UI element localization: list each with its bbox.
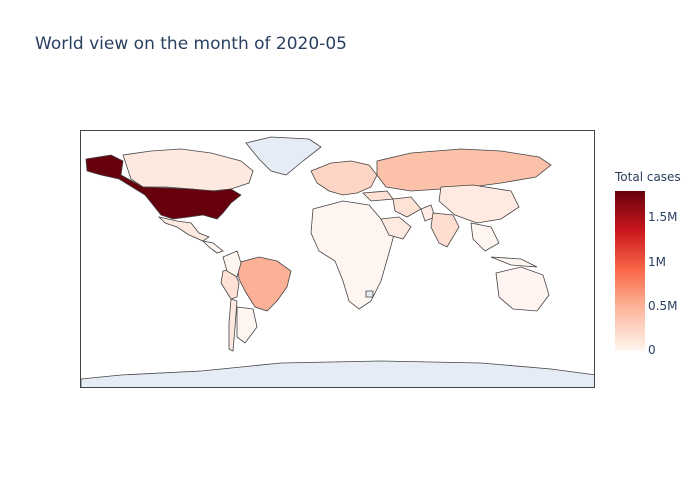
region-rest-of-south-america[interactable] — [222, 250, 258, 344]
colorbar-title: Total cases — [615, 170, 681, 184]
region-iran[interactable] — [392, 196, 422, 218]
world-map[interactable] — [81, 131, 595, 388]
region-india[interactable] — [430, 212, 460, 248]
colorbar — [615, 191, 645, 351]
region-australia[interactable] — [495, 266, 550, 312]
region-europe[interactable] — [310, 160, 378, 196]
region-greenland[interactable] — [245, 136, 322, 176]
region-canada[interactable] — [122, 148, 254, 192]
region-southeast-asia[interactable] — [470, 222, 538, 268]
chart-title: World view on the month of 2020-05 — [35, 34, 347, 54]
colorbar-tick-0-5m: 0.5M — [648, 299, 678, 313]
region-china[interactable] — [438, 184, 520, 224]
region-lesotho[interactable] — [365, 290, 374, 298]
region-turkey[interactable] — [362, 190, 394, 202]
map-frame[interactable] — [80, 130, 595, 388]
region-chile[interactable] — [228, 298, 238, 352]
region-antarctica[interactable] — [81, 360, 595, 388]
colorbar-tick-0: 0 — [648, 343, 656, 357]
region-brazil[interactable] — [236, 256, 292, 312]
region-united-states[interactable] — [85, 154, 242, 220]
region-mexico[interactable] — [157, 216, 210, 242]
colorbar-tick-1m: 1M — [648, 255, 666, 269]
colorbar-tick-1-5m: 1.5M — [648, 210, 678, 224]
region-africa[interactable] — [310, 200, 396, 310]
region-saudi-arabia[interactable] — [380, 216, 412, 240]
region-central-america[interactable] — [201, 240, 224, 254]
region-russia[interactable] — [376, 148, 552, 192]
